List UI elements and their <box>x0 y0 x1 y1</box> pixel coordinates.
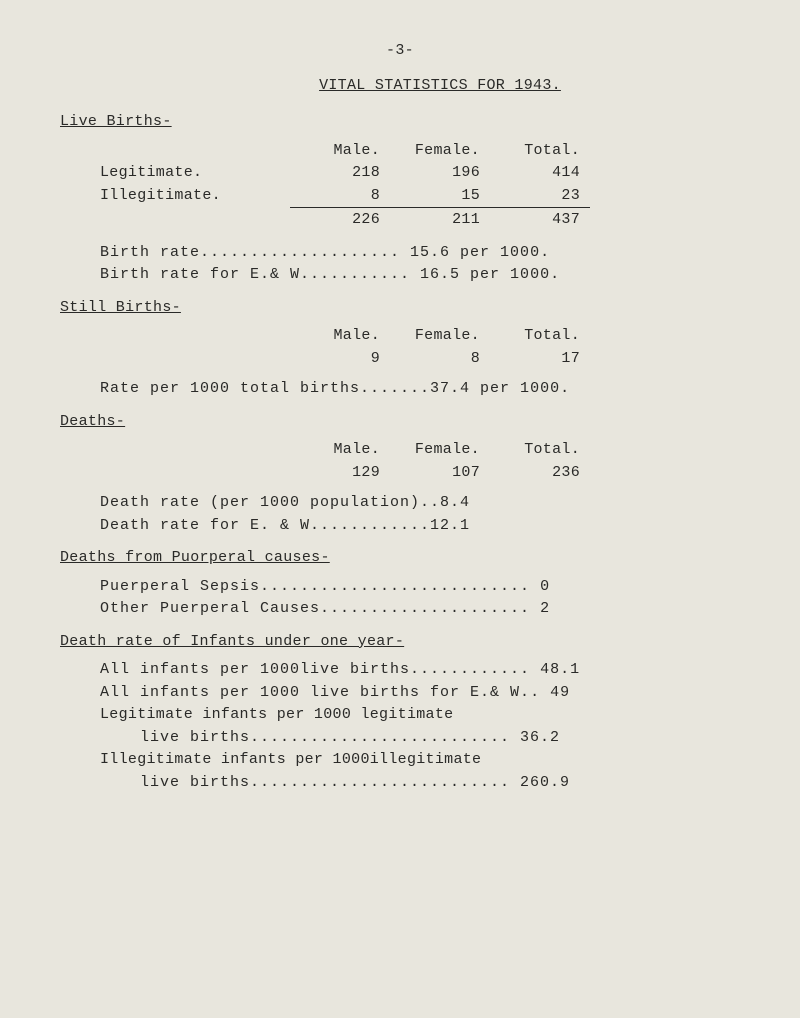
still-births-table: Male. Female. Total. 9 8 17 <box>100 325 590 370</box>
infants-legit-a: Legitimate infants per 1000 legitimate <box>100 704 740 727</box>
deaths-table: Male. Female. Total. 129 107 236 <box>100 439 590 484</box>
page-title: VITAL STATISTICS FOR 1943. <box>60 75 740 98</box>
infants-all: All infants per 1000live births.........… <box>100 659 740 682</box>
section-infants: Death rate of Infants under one year- <box>60 631 740 654</box>
section-still-births: Still Births- <box>60 297 740 320</box>
section-live-births: Live Births- <box>60 111 740 134</box>
table-row: 9 8 17 <box>100 348 590 371</box>
infants-all-ew: All infants per 1000 live births for E.&… <box>100 682 740 705</box>
birth-rate-ew: Birth rate for E.& W........... 16.5 per… <box>100 264 740 287</box>
death-rate-ew: Death rate for E. & W............12.1 <box>100 515 740 538</box>
table-totals: 226 211 437 <box>100 208 590 232</box>
infants-legit-b: live births.......................... 36… <box>140 727 740 750</box>
infants-illegit-b: live births.......................... 26… <box>140 772 740 795</box>
puerperal-sepsis: Puerperal Sepsis........................… <box>100 576 740 599</box>
table-row: 129 107 236 <box>100 462 590 485</box>
col-total: Total. <box>490 140 590 163</box>
live-births-table: Male. Female. Total. Legitimate. 218 196… <box>100 140 590 232</box>
still-birth-rate: Rate per 1000 total births.......37.4 pe… <box>100 378 740 401</box>
death-rate: Death rate (per 1000 population)..8.4 <box>100 492 740 515</box>
puerperal-other: Other Puerperal Causes..................… <box>100 598 740 621</box>
table-row: Legitimate. 218 196 414 <box>100 162 590 185</box>
section-puerperal: Deaths from Puorperal causes- <box>60 547 740 570</box>
infants-illegit-a: Illegitimate infants per 1000illegitimat… <box>100 749 740 772</box>
page-number: -3- <box>60 40 740 63</box>
col-male: Male. <box>290 140 390 163</box>
section-deaths: Deaths- <box>60 411 740 434</box>
table-row: Illegitimate. 8 15 23 <box>100 185 590 208</box>
col-female: Female. <box>390 140 490 163</box>
birth-rate: Birth rate.................... 15.6 per … <box>100 242 740 265</box>
